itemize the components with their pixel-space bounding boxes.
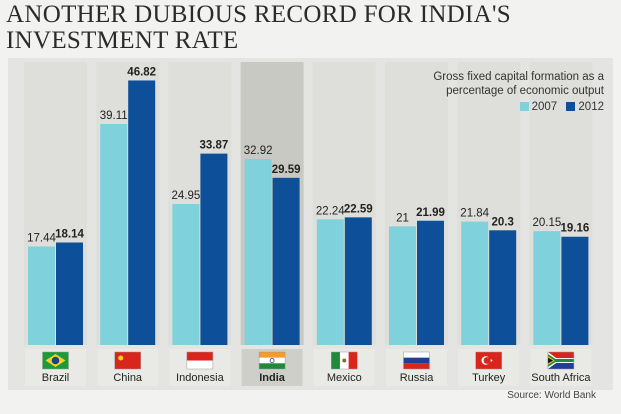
brazil-flag-icon	[42, 351, 69, 370]
india-flag-icon	[258, 351, 286, 370]
data-label-south-africa-2007: 20.15	[533, 217, 562, 229]
turkey-flag-icon	[475, 351, 502, 370]
category-label-brazil: Brazil	[42, 372, 70, 384]
legend-swatch-2007	[519, 102, 529, 111]
data-label-turkey-2012: 20.3	[492, 216, 514, 228]
chart-subtitle: Gross fixed capital formation as a perce…	[433, 71, 604, 97]
bar-turkey-2012	[489, 230, 517, 345]
bar-india-2012	[272, 177, 300, 345]
russia-flag-icon	[403, 351, 430, 370]
bar-russia-2012	[417, 220, 444, 345]
south-africa-flag-icon	[547, 351, 575, 370]
category-label-indonesia: Indonesia	[176, 372, 225, 384]
bar-china-2007	[100, 124, 128, 345]
bar-russia-2007	[389, 226, 416, 345]
data-label-mexico-2012: 22.59	[344, 203, 373, 215]
data-label-russia-2007: 21	[396, 212, 409, 224]
category-label-russia: Russia	[400, 372, 435, 384]
data-label-brazil-2012: 18.14	[55, 229, 84, 241]
data-label-brazil-2007: 17.44	[27, 232, 56, 244]
bar-indonesia-2012	[200, 153, 228, 345]
data-label-south-africa-2012: 19.16	[561, 223, 590, 235]
china-flag-icon	[114, 351, 141, 370]
legend-label-2012: 2012	[578, 101, 604, 113]
bar-india-2007	[244, 159, 272, 345]
legend-label-2007: 2007	[531, 101, 558, 113]
bar-brazil-2012	[56, 242, 83, 345]
bar-turkey-2007	[461, 221, 489, 345]
source-note: Source: World Bank	[507, 390, 596, 401]
category-label-china: China	[113, 372, 143, 384]
data-label-indonesia-2012: 33.87	[200, 140, 229, 152]
legend: Gross fixed capital formation as a perce…	[420, 70, 604, 114]
chart-title: ANOTHER DUBIOUS RECORD FOR INDIA'S INVES…	[6, 1, 512, 54]
mexico-flag-icon	[331, 351, 358, 370]
bar-mexico-2012	[344, 217, 372, 345]
category-label-india: India	[259, 372, 286, 384]
bar-china-2012	[128, 80, 156, 345]
bar-mexico-2007	[316, 219, 344, 345]
data-label-mexico-2007: 22.24	[316, 205, 345, 217]
data-label-russia-2012: 21.99	[416, 207, 445, 219]
data-label-turkey-2007: 21.84	[460, 208, 489, 220]
category-label-turkey: Turkey	[472, 372, 506, 384]
category-label-south-africa: South Africa	[531, 372, 591, 384]
data-label-india-2012: 29.59	[272, 164, 301, 176]
bar-brazil-2007	[28, 246, 55, 345]
indonesia-flag-icon	[186, 351, 214, 370]
bar-south-africa-2012	[561, 236, 589, 345]
legend-swatch-2012	[566, 102, 576, 111]
category-label-mexico: Mexico	[327, 372, 362, 384]
data-label-china-2007: 39.11	[100, 110, 128, 122]
bar-indonesia-2007	[172, 204, 200, 345]
data-label-indonesia-2007: 24.95	[172, 190, 201, 202]
data-label-china-2012: 46.82	[127, 66, 156, 78]
data-label-india-2007: 32.92	[244, 145, 273, 157]
bar-south-africa-2007	[533, 231, 561, 345]
